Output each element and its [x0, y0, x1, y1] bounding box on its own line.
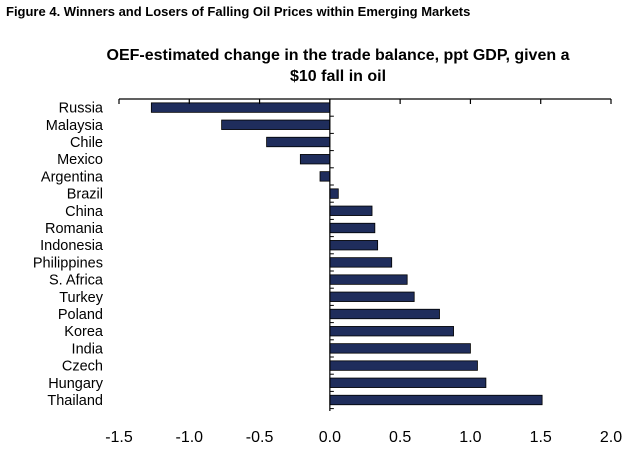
category-label: Mexico [57, 152, 103, 168]
category-label: Argentina [41, 169, 104, 185]
category-label: Poland [58, 307, 103, 323]
bar-indonesia [329, 240, 379, 251]
category-label: S. Africa [49, 273, 104, 289]
category-label: Chile [70, 135, 103, 151]
bar-s-africa [329, 274, 408, 285]
bar-brazil [329, 188, 339, 199]
x-tick-label: -1.0 [175, 429, 203, 446]
x-tick-label: 1.5 [530, 429, 552, 446]
category-label: Czech [62, 359, 103, 375]
x-tick-label: 0.5 [389, 429, 411, 446]
bar-chile [266, 136, 331, 148]
category-label: Philippines [33, 255, 103, 271]
category-label: Malaysia [46, 118, 104, 134]
bar-india [329, 343, 471, 354]
bar-china [329, 205, 373, 216]
bar-turkey [329, 291, 415, 302]
x-tick-label: 0.0 [319, 429, 341, 446]
category-label: Russia [59, 101, 104, 117]
category-label: Indonesia [40, 238, 104, 254]
axes [118, 98, 612, 411]
category-label: India [72, 341, 104, 357]
bar-korea [329, 326, 454, 337]
x-tick-label: -1.5 [105, 429, 133, 446]
category-label: Turkey [59, 290, 104, 306]
category-label: Hungary [48, 376, 104, 392]
category-label: Thailand [47, 393, 103, 409]
category-label: Romania [45, 221, 104, 237]
tick-labels: -1.5 -1.0 -0.5 0.0 0.5 1.0 1.5 2.0 [105, 429, 622, 446]
bar-russia [150, 102, 331, 113]
category-label: Korea [64, 324, 104, 340]
bars-group [150, 102, 543, 406]
bar-czech [329, 360, 478, 371]
chart-title: OEF-estimated change in the trade balanc… [106, 47, 570, 64]
x-tick-label: 2.0 [600, 429, 622, 446]
chart-title-line-2: $10 fall in oil [289, 68, 387, 85]
x-tick-label: -0.5 [246, 429, 274, 446]
bar-mexico [299, 154, 331, 165]
bar-philippines [329, 257, 393, 268]
bar-thailand [329, 394, 543, 406]
bar-malaysia [221, 119, 331, 130]
bar-argentina [319, 171, 331, 182]
bar-romania [329, 222, 376, 234]
category-label: China [65, 204, 104, 220]
figure-caption: Figure 4. Winners and Losers of Falling … [6, 4, 471, 19]
x-tick-label: 1.0 [459, 429, 481, 446]
bar-poland [329, 308, 440, 320]
bar-hungary [329, 377, 487, 388]
category-label: Brazil [67, 187, 103, 203]
